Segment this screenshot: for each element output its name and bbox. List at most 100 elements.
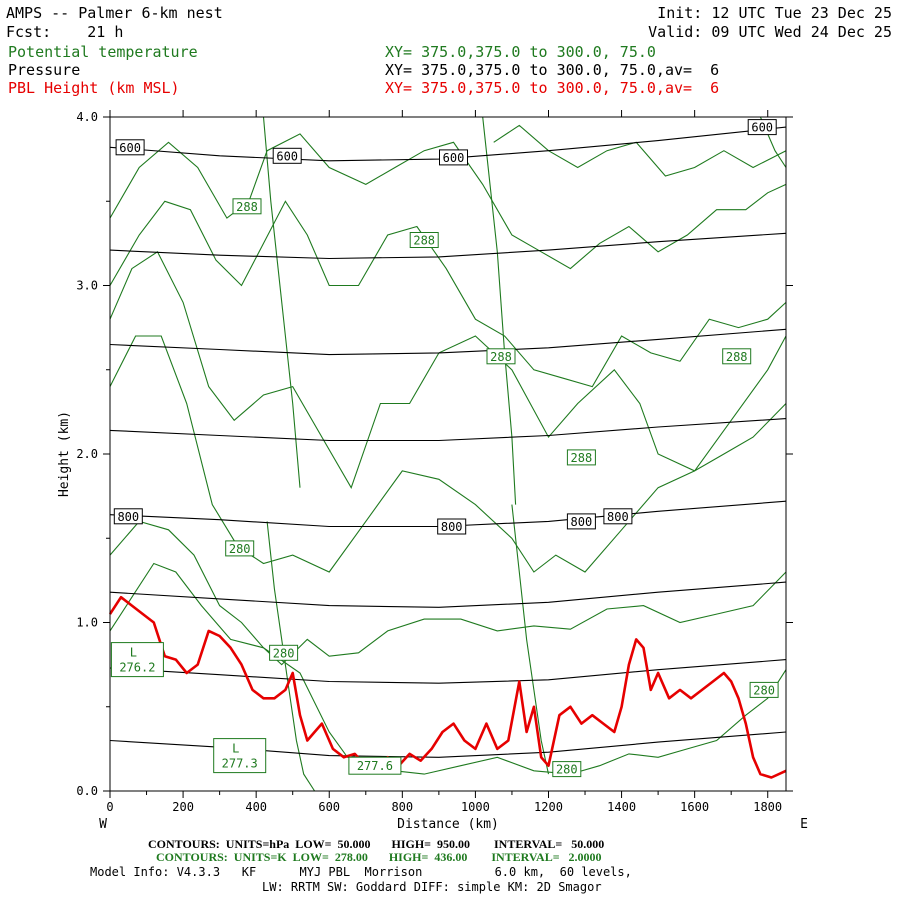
- theta-label-288-box: [722, 348, 752, 365]
- footer-pressure-contours: CONTOURS: UNITS=hPa LOW= 50.000 HIGH= 95…: [148, 837, 605, 851]
- forecast-hour: Fcst: 21 h: [6, 23, 124, 41]
- theta-contour-2: [109, 335, 787, 573]
- extremum-box-1: [213, 738, 267, 774]
- y-tick-label: 1.0: [76, 616, 98, 630]
- west-label: W: [99, 817, 107, 832]
- extremum-value: 277.3: [222, 757, 258, 771]
- theta-label-280: 280: [753, 683, 775, 697]
- xsect-coords-theta: XY= 375.0,375.0 to 300.0, 75.0: [385, 43, 656, 61]
- theta-label-280: 280: [273, 646, 295, 660]
- pressure-label-800: 800: [607, 510, 629, 524]
- theta-label-288: 288: [490, 350, 512, 364]
- x-tick-label: 600: [318, 800, 340, 814]
- x-tick-label: 0: [106, 800, 113, 814]
- x-tick-label: 400: [245, 800, 267, 814]
- pressure-label-600-box: [272, 147, 302, 164]
- chart-title: AMPS -- Palmer 6-km nest: [6, 4, 223, 22]
- pressure-label-600-box: [115, 139, 145, 156]
- theta-contour-5: [109, 133, 787, 270]
- theta-label-280: 280: [229, 542, 251, 556]
- x-tick-label: 800: [391, 800, 413, 814]
- theta-label-280-box: [269, 644, 299, 661]
- contour-labels: 600 600 600 600 800 800 800 800 288 288 288 288 288 2…: [110, 119, 779, 778]
- pressure-contour-900: [109, 659, 787, 684]
- theta-contour-3: [109, 251, 787, 490]
- extremum-value: 276.2: [119, 661, 155, 675]
- x-tick-label: 1200: [534, 800, 563, 814]
- theta-label-288-box: [409, 232, 439, 248]
- theta-label-288: 288: [571, 451, 593, 465]
- pressure-contours: [109, 126, 787, 758]
- theta-contour-4: [109, 200, 787, 388]
- x-tick-label: 1800: [753, 800, 782, 814]
- xsect-coords-pressure: XY= 375.0,375.0 to 300.0, 75.0,av= 6: [385, 61, 720, 79]
- pbl-series: [108, 595, 787, 779]
- xsect-coords-pbl: XY= 375.0,375.0 to 300.0, 75.0,av= 6: [385, 79, 720, 97]
- y-axis-label: Height (km): [57, 411, 72, 497]
- theta-label-288: 288: [726, 350, 748, 364]
- pressure-label-800-box: [437, 518, 467, 535]
- legend-theta: Potential temperature: [8, 43, 198, 61]
- legend-pbl: PBL Height (km MSL): [8, 79, 180, 97]
- x-tick-label: 1400: [607, 800, 636, 814]
- y-tick-label: 2.0: [76, 447, 98, 461]
- theta-label-280-box: [552, 761, 582, 778]
- theta-contour-6: [493, 124, 787, 177]
- east-label: E: [800, 817, 808, 832]
- theta-label-280-box: [749, 681, 779, 698]
- x-tick-label: 200: [172, 800, 194, 814]
- theta-label-280-box: [225, 540, 255, 557]
- pressure-contour-950: [109, 731, 787, 758]
- theta-label-288: 288: [236, 200, 258, 214]
- theta-contour-8: [266, 521, 316, 792]
- theta-contour-7: [262, 116, 301, 488]
- pressure-label-600-box: [747, 119, 777, 136]
- extremum-letter: L: [130, 646, 137, 660]
- y-tick-label: 3.0: [76, 279, 98, 293]
- pressure-label-600: 600: [119, 141, 141, 155]
- theta-contour-1: [109, 520, 787, 666]
- pressure-label-600: 600: [751, 121, 773, 135]
- pbl-height-line: [108, 595, 787, 779]
- pressure-label-800: 800: [117, 510, 139, 524]
- theta-contour-0: [109, 562, 787, 775]
- extremum-value: 277.6: [357, 759, 393, 773]
- y-tick-label: 4.0: [76, 110, 98, 124]
- init-time: Init: 12 UTC Tue 23 Dec 25: [657, 4, 892, 22]
- theta-label-288-box: [566, 449, 596, 466]
- theta-label-288-box: [486, 348, 516, 365]
- y-tick-label: 0.0: [76, 784, 98, 798]
- x-axis-label: Distance (km): [397, 817, 499, 832]
- plot-frame: [109, 116, 787, 792]
- pressure-contour-700: [109, 328, 787, 356]
- pressure-contour-750: [109, 418, 787, 442]
- x-tick-label: 1000: [461, 800, 490, 814]
- pressure-contour-850: [109, 581, 787, 608]
- footer-model-info: Model Info: V4.3.3 KF MYJ PBL Morrison 6…: [90, 865, 632, 879]
- theta-contour-9: [482, 116, 517, 505]
- theta-label-288-box: [232, 198, 262, 215]
- legend-pressure: Pressure: [8, 61, 81, 79]
- theta-contour-10: [511, 504, 550, 775]
- extremum-box-2: [348, 756, 402, 775]
- theta-label-288: 288: [413, 234, 435, 248]
- pressure-label-800-box: [603, 508, 633, 525]
- footer-theta-contours: CONTOURS: UNITS=K LOW= 278.00 HIGH= 436.…: [156, 850, 602, 864]
- pressure-label-800-box: [566, 513, 596, 530]
- pressure-contour-650: [109, 232, 787, 260]
- pressure-label-600: 600: [443, 151, 465, 165]
- pressure-label-800: 800: [571, 515, 593, 529]
- axes: 0 200 400 600 800 1000 1200 1400 1600 1800 0.0 1.0 2…: [57, 110, 808, 832]
- pressure-label-600-box: [439, 149, 468, 166]
- valid-time: Valid: 09 UTC Wed 24 Dec 25: [648, 23, 892, 41]
- footer-physics-info: LW: RRTM SW: Goddard DIFF: simple KM: 2D…: [262, 880, 602, 894]
- x-tick-label: 1600: [680, 800, 709, 814]
- extremum-letter: L: [232, 742, 239, 756]
- extremum-box-0: [110, 642, 164, 678]
- theta-contours: [109, 116, 787, 792]
- pressure-label-800-box: [113, 508, 143, 525]
- pressure-label-800: 800: [441, 520, 463, 534]
- pressure-contour-600: [109, 126, 787, 162]
- pressure-label-600: 600: [276, 149, 298, 163]
